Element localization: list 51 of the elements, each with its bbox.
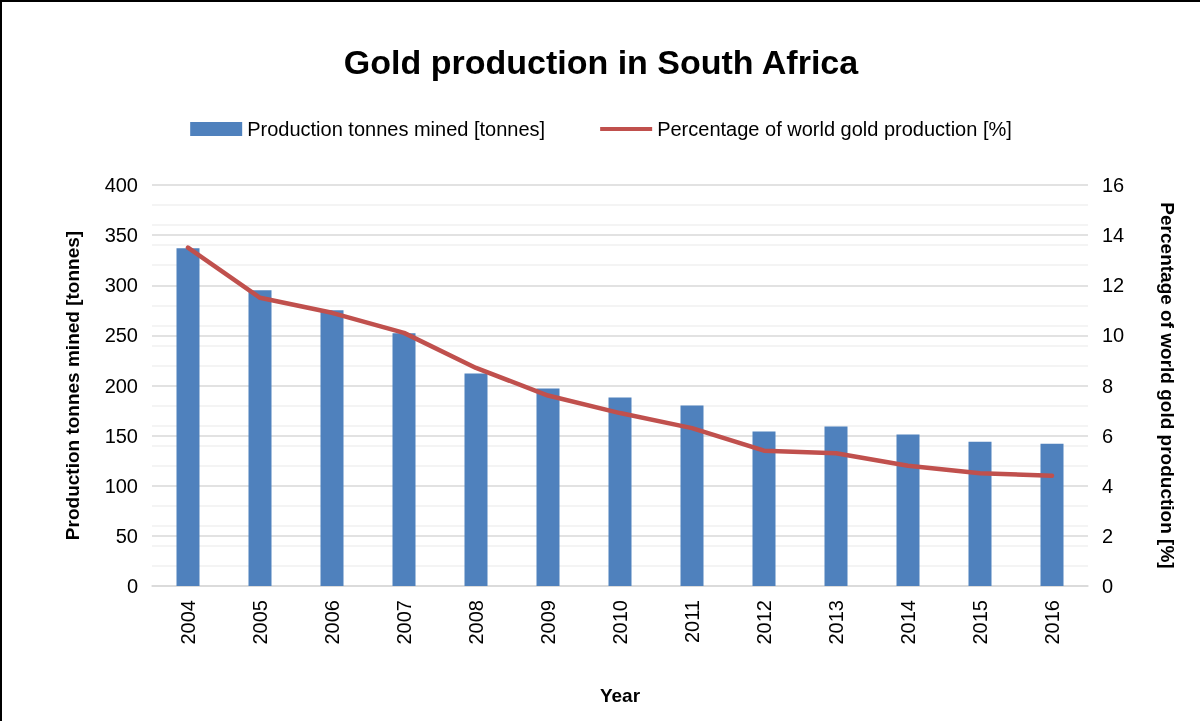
bar: [896, 434, 920, 586]
y2-tick-label: 12: [1102, 274, 1125, 297]
bar: [176, 248, 200, 586]
bar: [320, 310, 344, 586]
bar: [680, 405, 704, 586]
x-tick-label: 2007: [393, 600, 415, 645]
y-tick-label: 250: [104, 324, 138, 347]
chart-title: Gold production in South Africa: [343, 43, 860, 81]
bar: [608, 397, 632, 586]
bar: [248, 290, 272, 586]
bar: [752, 431, 776, 586]
y2-axis-title: Percentage of world gold production [%]: [1157, 202, 1178, 569]
bar: [464, 373, 488, 586]
y2-tick-label: 8: [1102, 374, 1114, 397]
y-tick-label: 200: [104, 374, 138, 397]
bar: [1040, 443, 1064, 586]
x-tick-label: 2005: [249, 600, 271, 645]
x-tick-label: 2009: [537, 600, 559, 645]
x-tick-label: 2015: [969, 600, 991, 645]
y-tick-label: 350: [104, 224, 138, 247]
y2-tick-label: 6: [1102, 424, 1114, 447]
y2-tick-label: 14: [1102, 224, 1125, 247]
x-tick-label: 2016: [1041, 600, 1063, 645]
line-series: [185, 245, 1055, 478]
legend-label: Percentage of world gold production [%]: [657, 118, 1012, 140]
x-tick-label: 2006: [321, 600, 343, 645]
bar: [392, 333, 416, 586]
bar: [968, 441, 992, 586]
y-tick-label: 100: [104, 474, 138, 497]
y-tick-label: 0: [126, 575, 138, 597]
x-tick-label: 2014: [897, 600, 919, 645]
y2-tick-label: 4: [1102, 474, 1114, 497]
y2-tick-label: 16: [1102, 174, 1125, 196]
y-tick-label: 150: [104, 424, 138, 447]
x-tick-label: 2013: [825, 600, 847, 645]
x-tick-label: 2012: [753, 600, 775, 645]
x-tick-label: 2008: [465, 600, 487, 645]
y-tick-label: 400: [104, 174, 138, 196]
bar: [824, 426, 848, 586]
legend-label: Production tonnes mined [tonnes]: [247, 118, 546, 140]
x-tick-label: 2011: [681, 600, 703, 644]
bar: [536, 388, 560, 586]
x-axis-title: Year: [599, 685, 641, 706]
x-tick-label: 2004: [177, 600, 199, 645]
y-tick-label: 300: [104, 274, 138, 297]
x-tick-label: 2010: [609, 600, 631, 645]
y-axis-title: Production tonnes mined [tonnes]: [62, 230, 83, 541]
y2-tick-label: 10: [1102, 324, 1125, 347]
y-tick-label: 50: [115, 524, 138, 547]
y2-tick-label: 2: [1102, 524, 1114, 547]
y2-tick-label: 0: [1102, 575, 1114, 597]
